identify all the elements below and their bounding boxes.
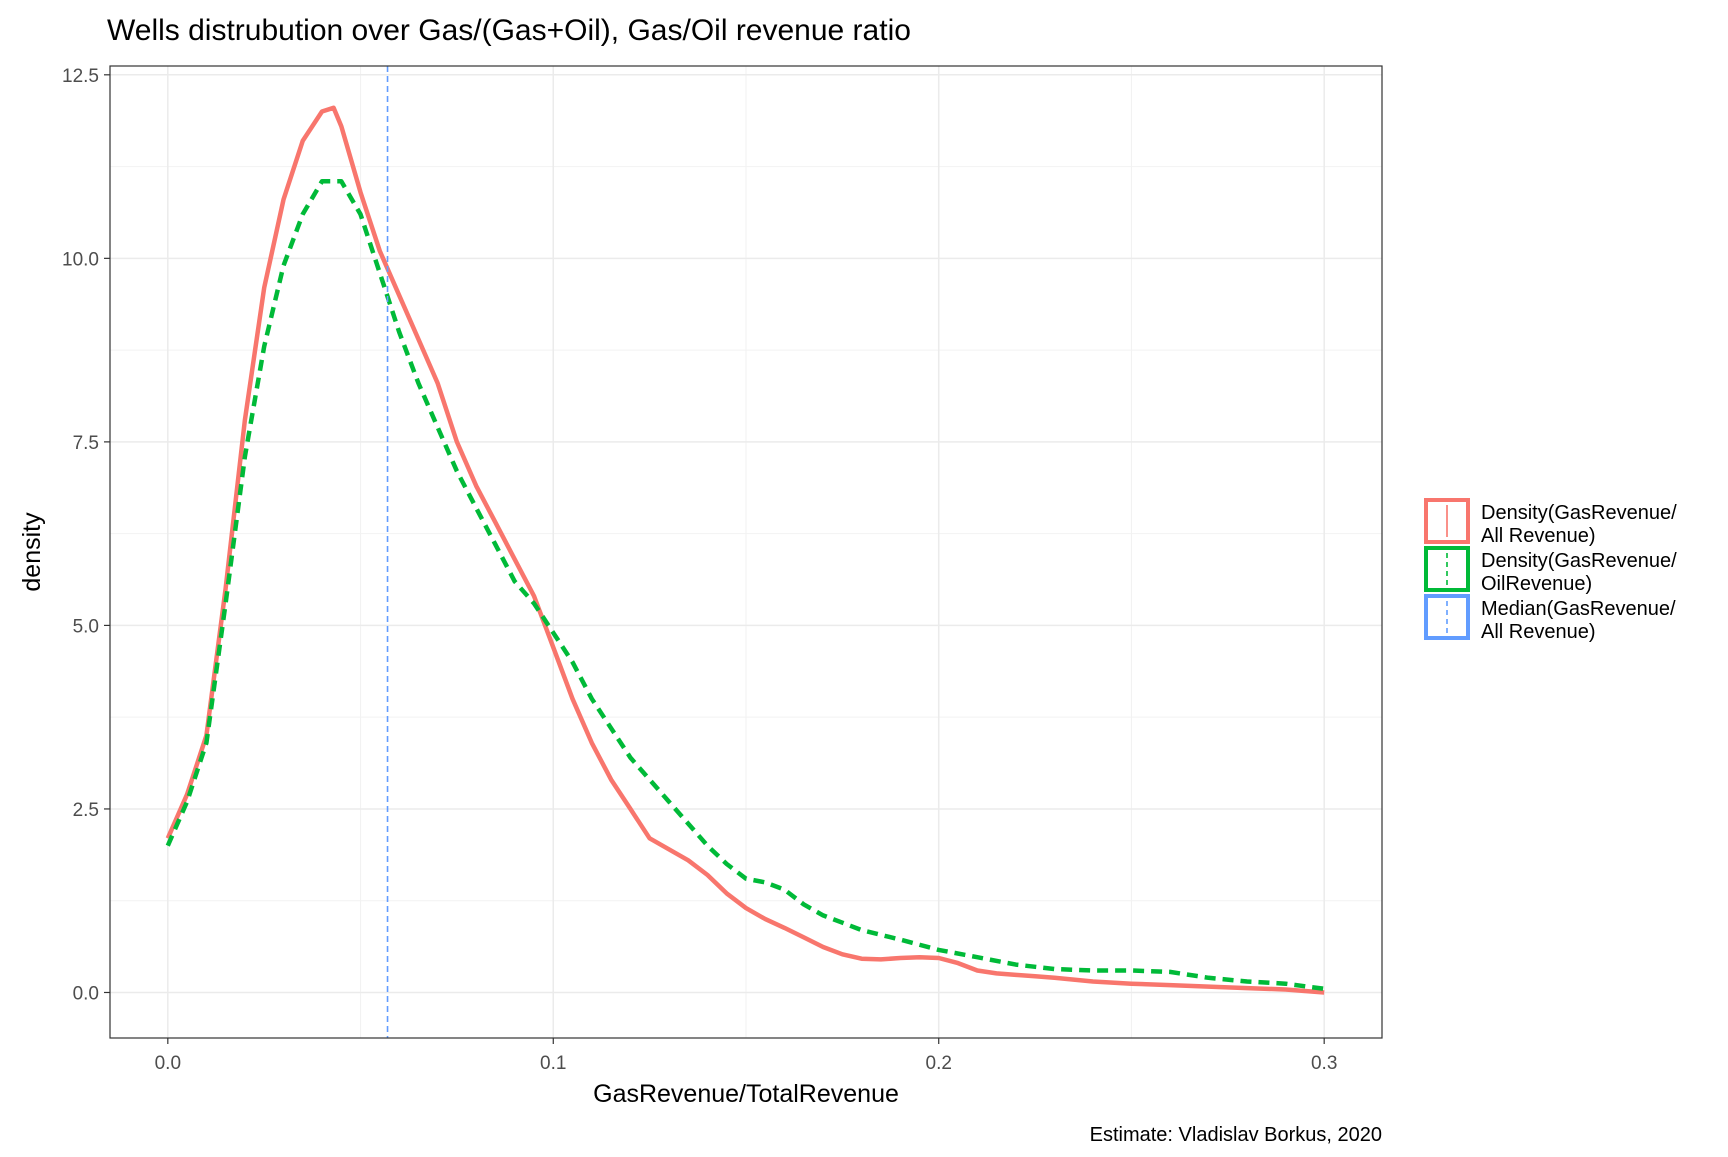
grid-major <box>110 66 1382 1038</box>
grid-minor <box>110 66 1382 1038</box>
x-axis-title: GasRevenue/TotalRevenue <box>593 1080 899 1108</box>
legend-label-line: Density(GasRevenue/ <box>1481 550 1677 572</box>
density-oil-revenue-line <box>165 179 1325 992</box>
x-tick-label: 0.2 <box>926 1053 952 1074</box>
legend-label-line: OilRevenue) <box>1481 573 1592 595</box>
y-tick-label: 10.0 <box>62 249 99 270</box>
plot-panel <box>109 65 1383 1039</box>
x-axis: 0.0 0.1 0.2 0.3 <box>155 1038 1337 1074</box>
legend-label-line: Density(GasRevenue/ <box>1481 502 1677 524</box>
chart-title: Wells distrubution over Gas/(Gas+Oil), G… <box>107 14 911 47</box>
chart-caption: Estimate: Vladislav Borkus, 2020 <box>1090 1124 1382 1146</box>
legend-label-line: All Revenue) <box>1481 621 1596 643</box>
y-tick-label: 5.0 <box>73 616 99 637</box>
y-tick-label: 12.5 <box>62 66 99 87</box>
density-all-revenue-line <box>165 105 1325 995</box>
plot-border <box>109 65 1383 1039</box>
y-axis-title: density <box>18 512 46 592</box>
legend: Density(GasRevenue/All Revenue)Density(G… <box>1424 498 1677 643</box>
y-tick-label: 2.5 <box>73 800 99 821</box>
x-tick-label: 0.0 <box>155 1053 181 1074</box>
y-tick-label: 0.0 <box>73 983 99 1004</box>
legend-label-line: All Revenue) <box>1481 525 1596 547</box>
series-layer <box>165 66 1325 1038</box>
y-tick-label: 7.5 <box>73 433 99 454</box>
x-tick-label: 0.3 <box>1311 1053 1337 1074</box>
y-axis: 0.0 2.5 5.0 7.5 10.0 12.5 <box>62 66 110 1004</box>
x-tick-label: 0.1 <box>540 1053 566 1074</box>
legend-label-line: Median(GasRevenue/ <box>1481 598 1676 620</box>
